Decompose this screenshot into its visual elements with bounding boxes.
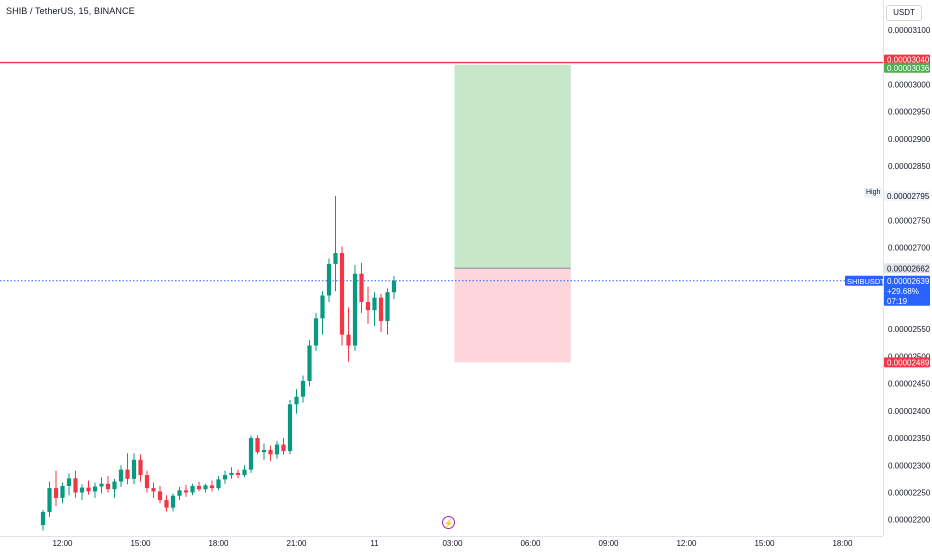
candle-body [320,295,325,319]
candle-body [287,404,293,452]
candle-body [164,500,169,508]
candle-body [339,253,345,335]
long-position-tool[interactable] [454,64,571,363]
candle-body [40,512,46,526]
candle-body [294,396,299,405]
candle-body [157,491,163,501]
candle-body [313,318,319,346]
candle-body [66,478,72,486]
candle-body [372,297,377,311]
candle-body [144,475,150,489]
candle-body [170,495,176,508]
candle-body [60,485,65,498]
time-axis[interactable] [0,536,883,551]
candle-body [138,459,143,476]
candle-body [209,485,215,489]
candle-body [73,478,78,493]
candle-body [222,475,228,480]
candle-body [274,444,280,455]
candle-body [183,490,189,493]
candle-body [203,485,208,490]
candle-body [346,334,351,346]
candle-body [196,485,202,490]
candle-body [391,280,397,293]
candle-body [53,488,59,498]
candle-body [359,273,364,303]
candle-body [79,487,85,493]
profit-zone[interactable] [454,64,571,269]
candle-body [326,263,332,296]
candle-body [99,483,104,487]
lightning-icon[interactable]: ⚡ [442,516,455,529]
candle-body [118,469,124,482]
candle-body [177,490,182,496]
candle-body [385,292,390,322]
candle-body [151,488,156,492]
candle-body [105,483,111,490]
candle-body [300,380,306,397]
candle-body [333,253,338,264]
candle-body [255,438,260,453]
candle-body [235,472,241,476]
high-marker-label: High [864,188,883,198]
candle-body [365,302,371,311]
candle-body [216,479,221,489]
loss-zone[interactable] [454,268,571,363]
candle-body [131,459,137,479]
candle-body [248,438,254,470]
candle-body [190,485,195,493]
candle-body [281,444,286,452]
candle-body [307,345,312,381]
candle-body [378,297,384,322]
price-axis[interactable] [883,0,932,536]
candle-body [352,273,358,346]
candle-body [92,486,98,492]
horizontal-lines[interactable] [0,61,883,282]
candle-body [242,469,247,476]
candle-body [125,469,130,479]
candle-body [47,488,52,513]
candle-body [261,450,267,453]
candle-body [86,487,91,492]
candle-body [229,472,234,476]
symbol-title: SHIB / TetherUS, 15, BINANCE [6,6,135,16]
currency-button[interactable]: USDT [886,5,922,21]
candlestick-series [40,195,397,531]
candle-body [268,450,273,455]
candle-body [112,481,117,490]
